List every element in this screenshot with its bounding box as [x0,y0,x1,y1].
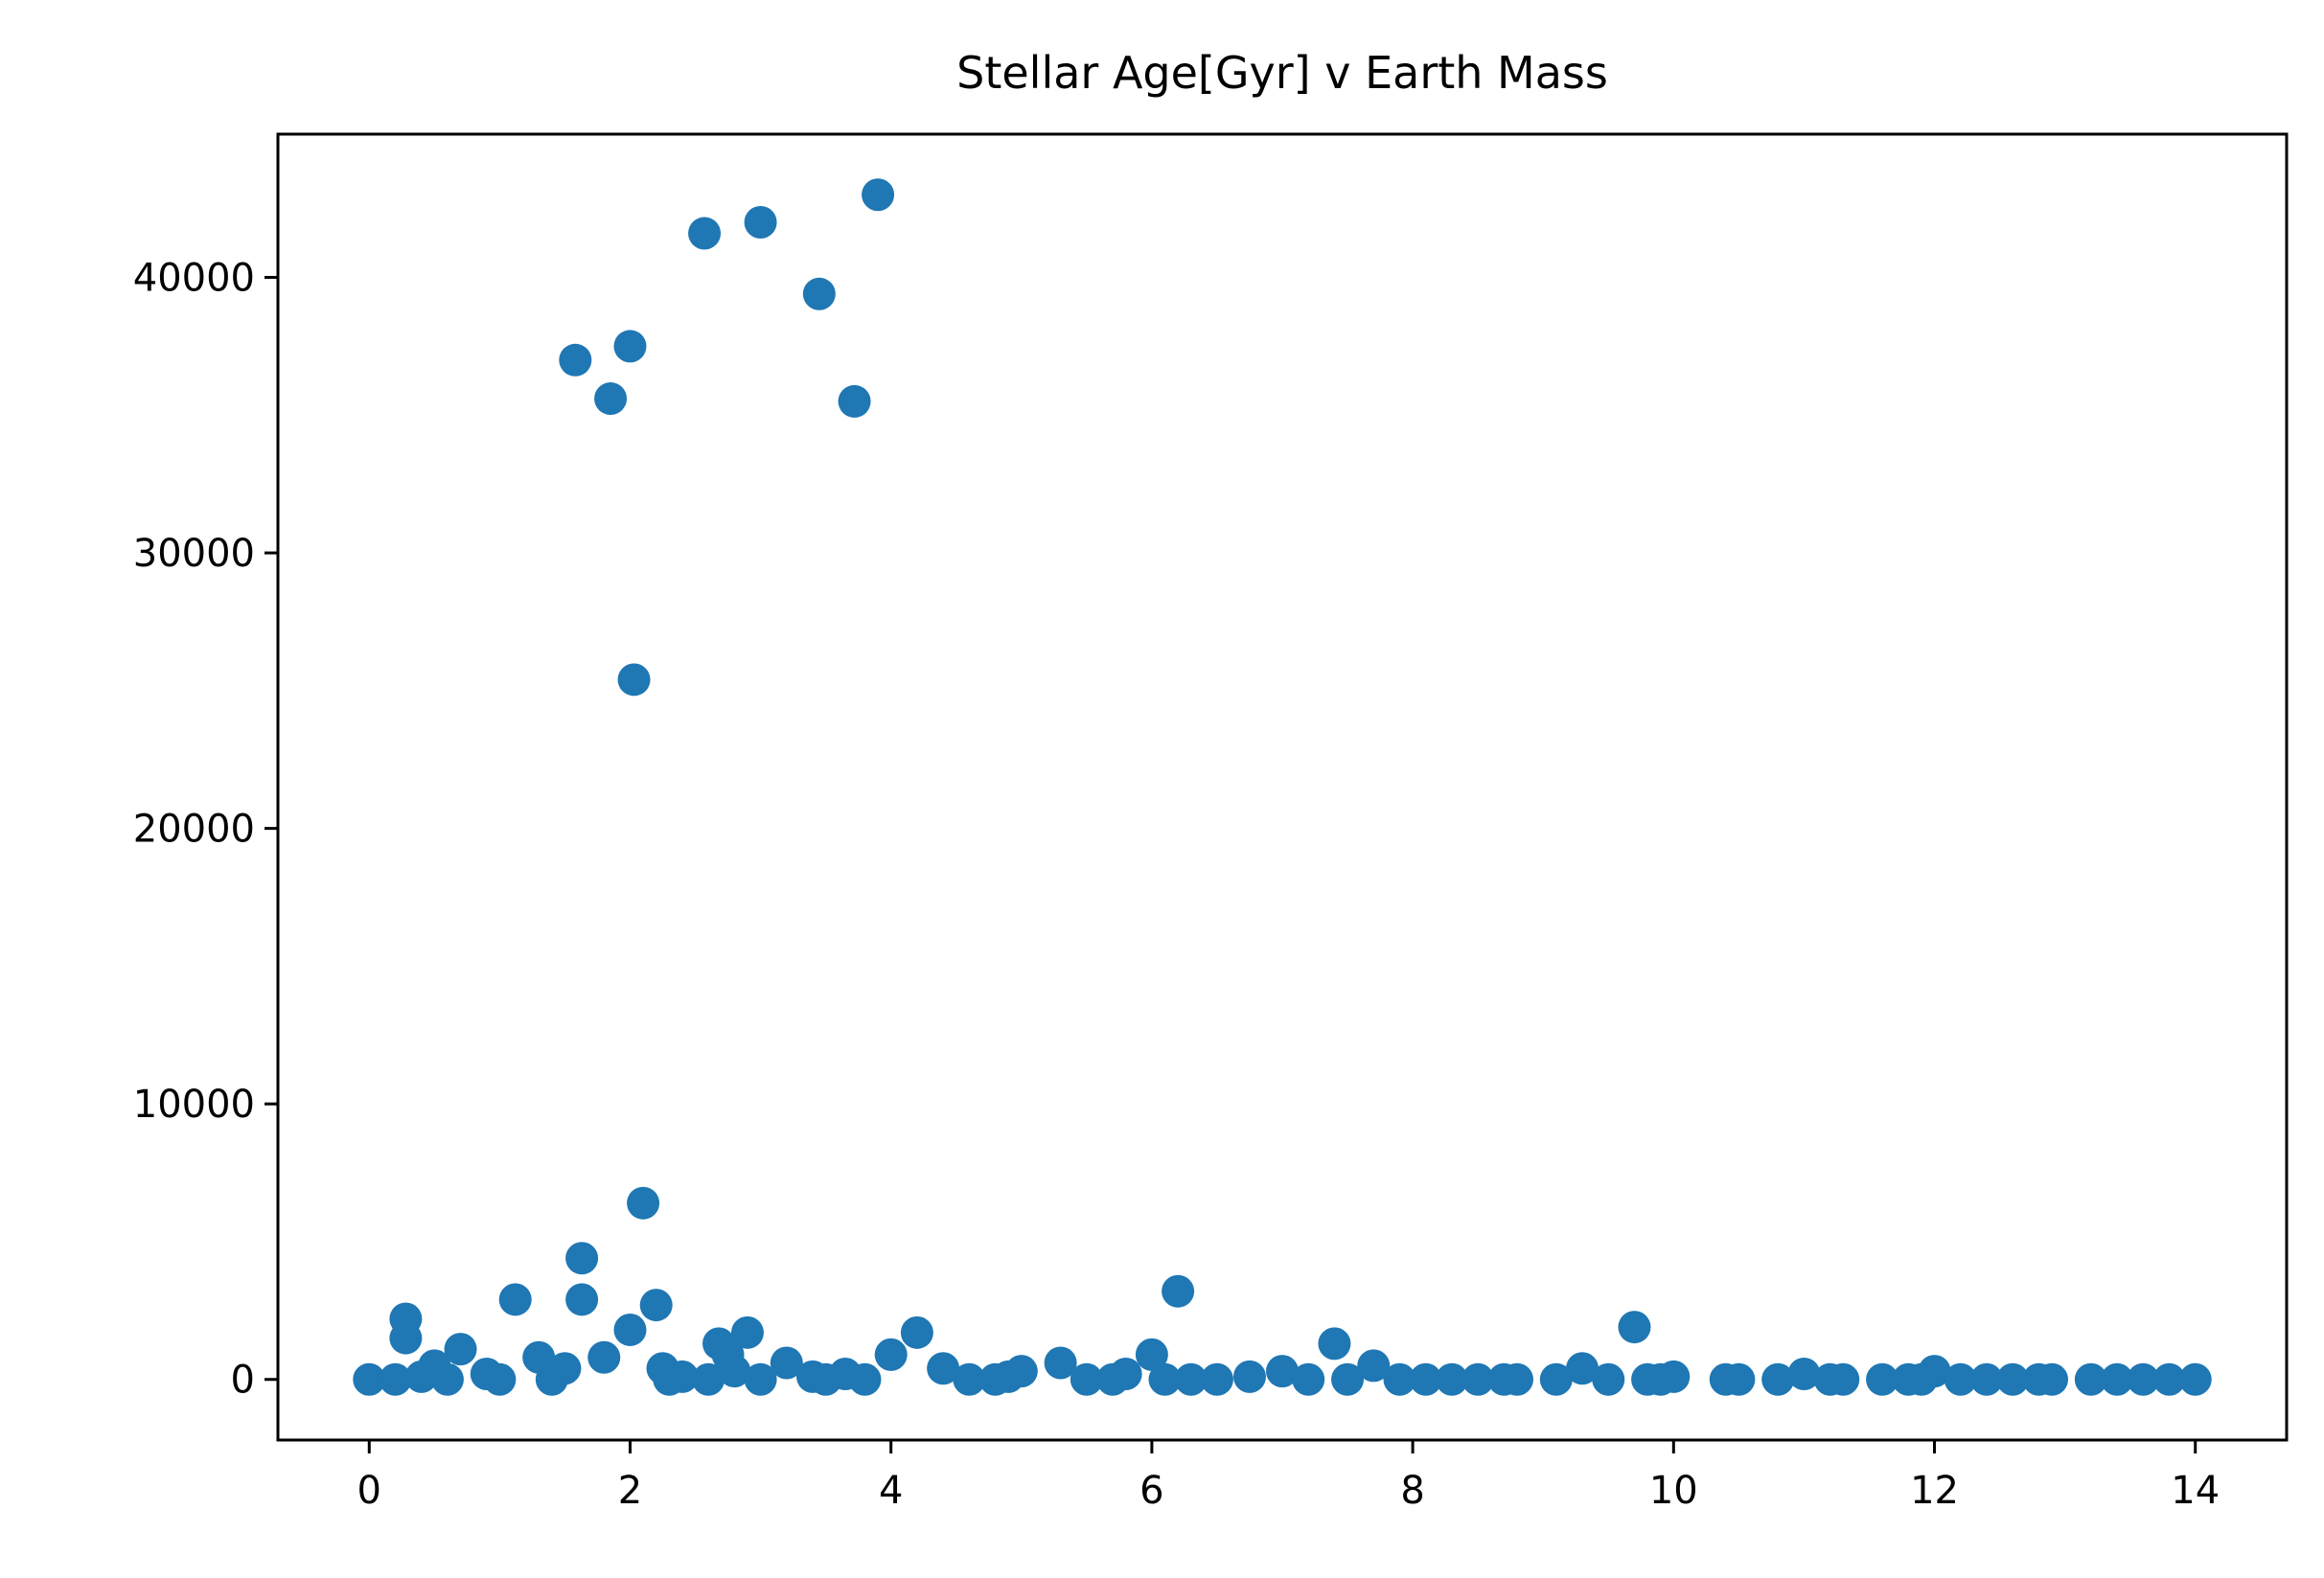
data-point [1292,1362,1325,1396]
data-point [978,1362,1012,1396]
data-point [2127,1362,2160,1396]
x-axis: 0 2 4 6 8 10 12 14 [357,1440,2220,1513]
data-point [1096,1362,1130,1396]
y-tick-label: 30000 [133,532,255,576]
data-point [1461,1362,1495,1396]
data-point [692,1362,725,1396]
y-axis: 0 10000 20000 30000 40000 [133,257,278,1403]
x-tick-label: 0 [357,1469,381,1513]
data-point [430,1362,464,1396]
data-point [1500,1362,1533,1396]
data-point [927,1352,960,1385]
data-point [874,1338,908,1371]
data-point [2101,1362,2134,1396]
data-point [565,1283,599,1316]
y-tick-label: 0 [231,1359,255,1403]
data-point [404,1360,438,1393]
y-tick-label: 10000 [133,1083,255,1127]
data-point [1148,1362,1182,1396]
data-point [1566,1352,1599,1385]
x-tick-label: 14 [2171,1469,2220,1513]
data-point [1435,1362,1468,1396]
data-point [744,206,777,240]
data-point [1200,1362,1233,1396]
x-tick-label: 12 [1910,1469,1959,1513]
data-point [718,1355,751,1388]
data-point [1827,1362,1860,1396]
plot-frame [276,132,2289,1442]
data-points [353,178,2212,1396]
y-tick-label: 40000 [133,257,255,301]
data-point [1904,1362,1938,1396]
data-point [1266,1355,1299,1388]
data-point [838,384,871,418]
data-point [613,1313,647,1346]
data-point [1044,1346,1077,1380]
data-point [1618,1311,1651,1344]
data-point [953,1362,986,1396]
data-point [594,382,628,416]
x-tick-label: 8 [1400,1469,1424,1513]
data-point [900,1315,933,1349]
data-point [1409,1362,1442,1396]
data-point [1357,1349,1391,1383]
data-point [613,330,647,363]
data-point [1232,1360,1266,1393]
data-point [2178,1362,2212,1396]
data-point [565,1242,599,1275]
data-point [1135,1338,1168,1371]
x-tick-label: 2 [618,1469,642,1513]
data-point [1944,1362,1977,1396]
data-point [389,1321,423,1355]
data-point [1996,1362,2030,1396]
data-point [1539,1362,1573,1396]
y-tick-label: 20000 [133,808,255,852]
x-tick-label: 4 [879,1469,903,1513]
data-point [1070,1362,1103,1396]
data-point [1866,1362,1899,1396]
data-point [2022,1362,2056,1396]
data-point [1318,1327,1351,1361]
data-point [1631,1362,1665,1396]
data-point [1174,1362,1208,1396]
data-point [617,663,651,697]
data-point [627,1186,660,1220]
data-point [587,1340,621,1374]
data-point [809,1362,842,1396]
data-point [1969,1362,2003,1396]
data-point [862,178,895,212]
data-point [653,1362,686,1396]
data-point [379,1362,412,1396]
data-point [730,1315,764,1349]
x-tick-label: 6 [1139,1469,1163,1513]
data-point [1761,1362,1795,1396]
data-point [770,1346,803,1380]
data-point [483,1362,517,1396]
data-point [498,1283,532,1316]
x-tick-label: 10 [1649,1469,1698,1513]
data-point [2074,1362,2107,1396]
data-point [1722,1362,1756,1396]
data-point [1331,1362,1365,1396]
data-point [1787,1357,1821,1390]
data-point [353,1362,386,1396]
data-point [688,217,722,250]
chart-title: Stellar Age[Gyr] v Earth Mass [956,47,1608,99]
data-point [1162,1274,1195,1308]
data-point [848,1362,882,1396]
data-point [802,277,836,310]
data-point [639,1289,673,1322]
data-point [535,1362,568,1396]
data-point [444,1333,477,1366]
data-point [1383,1362,1416,1396]
data-point [2152,1362,2186,1396]
data-point [559,343,592,377]
data-point [1592,1362,1625,1396]
data-point [744,1362,777,1396]
